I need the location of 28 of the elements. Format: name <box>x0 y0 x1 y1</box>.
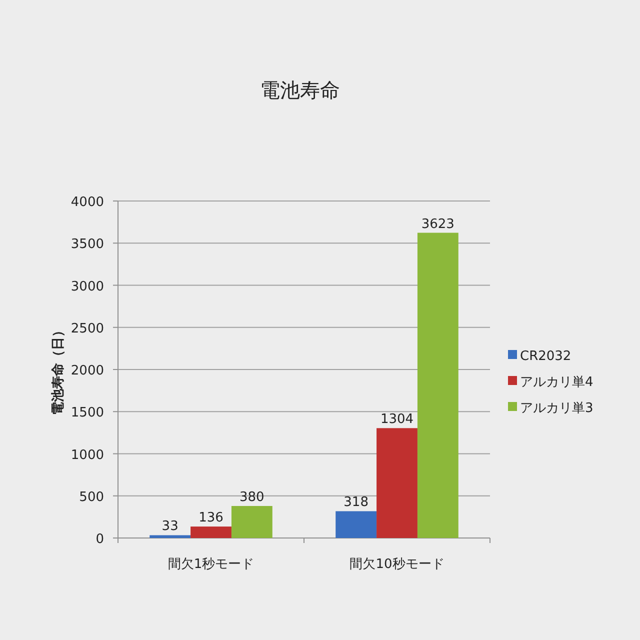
y-axis-title: 電池寿命（日） <box>51 324 66 415</box>
data-label: 136 <box>198 510 224 526</box>
y-tick-label: 1500 <box>70 406 104 421</box>
chart-title: 電池寿命 <box>260 78 340 102</box>
data-label: 1304 <box>380 412 414 428</box>
data-label: 33 <box>162 519 178 534</box>
x-tick-label: 間欠10秒モード <box>350 557 444 572</box>
bar <box>231 506 272 538</box>
y-tick-label: 2000 <box>70 364 104 378</box>
data-label: 318 <box>344 495 368 510</box>
bar <box>376 428 418 538</box>
x-tick-label: 間欠1秒モード <box>168 557 254 572</box>
data-label: 380 <box>240 490 264 505</box>
y-tick-label: 500 <box>79 490 104 505</box>
bar <box>417 232 458 538</box>
legend-label: アルカリ単4 <box>520 375 594 390</box>
y-tick-label: 0 <box>96 532 104 547</box>
legend-label: アルカリ単3 <box>520 401 594 416</box>
y-tick-label: 3500 <box>70 237 104 252</box>
bar <box>190 526 232 538</box>
data-label: 3623 <box>421 216 454 232</box>
y-tick-label: 3000 <box>70 279 104 294</box>
y-tick-label: 1000 <box>70 448 104 463</box>
bar <box>336 511 377 538</box>
bar <box>150 535 191 538</box>
y-tick-label: 4000 <box>70 195 104 210</box>
y-tick-label: 2500 <box>70 321 104 336</box>
legend-label: CR2032 <box>520 349 572 364</box>
